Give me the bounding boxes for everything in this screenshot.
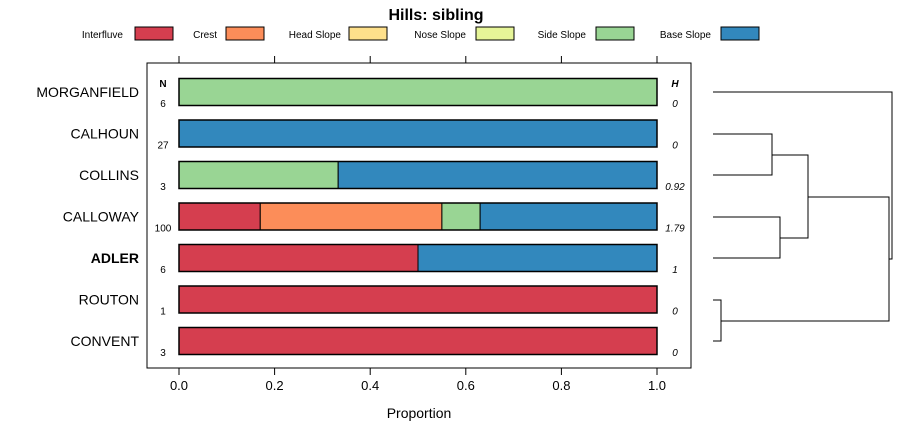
plot-frame [146, 62, 692, 369]
h-value: 1 [672, 265, 678, 276]
bar-segment [178, 161, 339, 189]
legend: Interfluve Crest Head Slope Nose Slope Side … [82, 26, 760, 41]
bar-outline [178, 77, 658, 107]
legend-swatch [475, 26, 515, 41]
legend-label: Side Slope [538, 30, 587, 41]
dendro-link-c [713, 299, 722, 342]
n-value: 100 [155, 224, 172, 235]
bar-outline [178, 326, 658, 356]
bar-segment [259, 202, 443, 231]
bar-segment [178, 202, 261, 231]
x-axis-label: Proportion [387, 405, 452, 421]
legend-label: Head Slope [289, 30, 342, 41]
legend-swatch [225, 26, 265, 41]
legend-label: Base Slope [660, 30, 712, 41]
legend-label: Interfluve [82, 30, 124, 41]
bar-segment [417, 244, 658, 272]
row-label: CONVENT [71, 333, 140, 349]
row-label: ADLER [91, 250, 139, 266]
bar-outline [178, 160, 658, 190]
legend-label: Nose Slope [414, 30, 466, 41]
bar-segment [441, 202, 481, 231]
n-value: 6 [160, 265, 166, 276]
bar-segment [178, 119, 658, 148]
bar-segment [178, 327, 658, 355]
bar-segment [178, 78, 658, 106]
h-value: 0 [672, 141, 678, 152]
dendro-link-e [713, 91, 893, 260]
dendro-link-a [713, 133, 773, 176]
row-label: CALHOUN [71, 126, 139, 142]
bar-segment [178, 285, 658, 314]
bar-outline [178, 119, 658, 148]
row-label: CALLOWAY [63, 209, 140, 225]
n-header: N [159, 79, 166, 90]
x-tick-label: 0.2 [266, 378, 284, 393]
n-value: 3 [160, 182, 166, 193]
n-value: 27 [157, 141, 169, 152]
dendro-link-d [721, 196, 890, 322]
n-value: 6 [160, 99, 166, 110]
x-tick-label: 0.6 [457, 378, 475, 393]
row-label: COLLINS [79, 167, 139, 183]
x-tick-label: 0.4 [361, 378, 379, 393]
chart-title: Hills: sibling [388, 7, 483, 24]
dendrogram [713, 91, 893, 342]
h-value: 0.92 [665, 182, 685, 193]
x-tick-label: 0.8 [552, 378, 570, 393]
h-value: 0 [672, 307, 678, 318]
x-axis: 0.0 0.2 0.4 0.6 0.8 1.0 [170, 56, 666, 393]
row-labels: MORGANFIELD 6 0 CALHOUN 27 0 COLLINS 3 0.92 CALLO… [36, 84, 685, 359]
n-value: 3 [160, 348, 166, 359]
bar-outline [178, 285, 658, 314]
legend-swatch [348, 26, 388, 41]
legend-swatch [595, 26, 635, 41]
bars [178, 77, 658, 356]
dendro-link-b [713, 154, 809, 259]
legend-swatch [720, 26, 760, 41]
h-value: 0 [672, 99, 678, 110]
x-tick-label: 0.0 [170, 378, 188, 393]
bar-segment [337, 161, 658, 189]
h-value: 1.79 [665, 224, 685, 235]
legend-label: Crest [193, 30, 217, 41]
bar-segment [479, 202, 658, 231]
row-label: MORGANFIELD [36, 84, 139, 100]
bar-segment [178, 244, 419, 272]
n-value: 1 [160, 307, 166, 318]
bar-outline [178, 243, 658, 273]
row-label: ROUTON [79, 292, 139, 308]
legend-swatch [134, 26, 174, 41]
x-tick-label: 1.0 [648, 378, 666, 393]
h-header: H [671, 79, 679, 90]
bar-outline [178, 202, 658, 231]
h-value: 0 [672, 348, 678, 359]
